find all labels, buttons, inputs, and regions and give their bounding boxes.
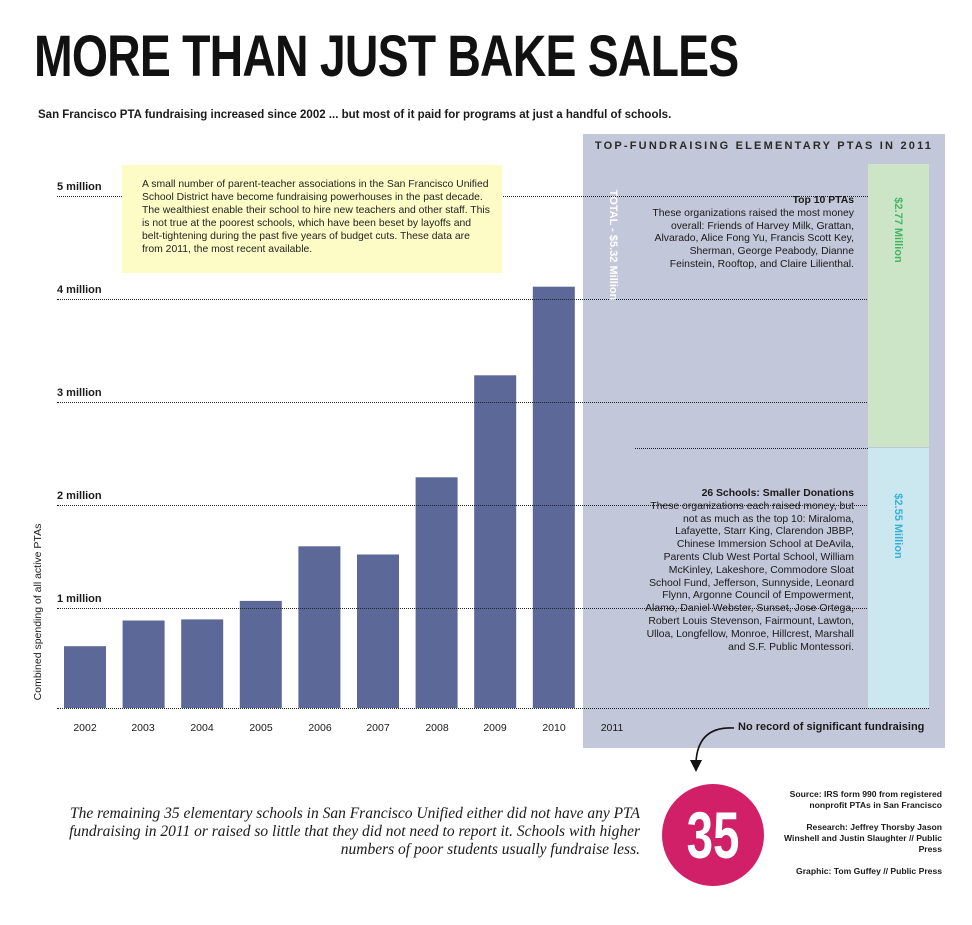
panel-title: TOP-FUNDRAISING ELEMENTARY PTAS IN 2011 [594, 140, 934, 152]
xtick-label-2010: 2010 [542, 722, 566, 734]
top10-amount-box [868, 164, 929, 447]
small26-amount-box [868, 448, 929, 708]
y-axis-title: Combined spending of all active PTAs [32, 523, 44, 701]
curved-arrow-icon [690, 727, 735, 772]
credit-graphic: Graphic: Tom Guffey // Public Press [796, 866, 942, 876]
xtick-label-2005: 2005 [249, 722, 273, 734]
ytick-line-3m [57, 402, 925, 403]
ytick-label-3m: 3 million [57, 387, 102, 399]
xtick-label-2002: 2002 [73, 722, 97, 734]
bar-2004 [181, 619, 224, 708]
panel-divider-line [635, 448, 928, 449]
xtick-label-2004: 2004 [190, 722, 214, 734]
ytick-line-4m [57, 299, 925, 300]
bar-2007 [357, 554, 399, 708]
xtick-label-2006: 2006 [308, 722, 332, 734]
xtick-label-2009: 2009 [483, 722, 507, 734]
ytick-label-2m: 2 million [57, 490, 102, 502]
intro-note: A small number of parent-teacher associa… [122, 165, 502, 273]
remaining-schools-text: The remaining 35 elementary schools in S… [69, 805, 640, 858]
small26-description: 26 Schools: Smaller Donations These orga… [644, 488, 854, 654]
bar-2008 [415, 477, 458, 708]
bar-2005 [239, 600, 282, 708]
top10-heading: Top 10 PTAs [792, 195, 854, 206]
bar-2009 [474, 375, 517, 708]
bar-2003 [122, 620, 165, 708]
total-label: TOTAL - $5.32 Million [607, 189, 619, 301]
xtick-label-2008: 2008 [425, 722, 449, 734]
bar-2010 [532, 286, 575, 708]
ytick-label-1m: 1 million [57, 593, 102, 605]
top10-description: Top 10 PTAs These organizations raised t… [644, 195, 854, 272]
xtick-label-2007: 2007 [366, 722, 390, 734]
top10-text: These organizations raised the most mone… [652, 207, 854, 270]
ytick-label-4m: 4 million [57, 284, 102, 296]
credits: Source: IRS form 990 from registered non… [770, 789, 942, 888]
remaining-count: 35 [686, 798, 740, 872]
xtick-label-2003: 2003 [131, 722, 155, 734]
bar-2002 [64, 646, 106, 708]
small26-heading: 26 Schools: Smaller Donations [701, 488, 854, 499]
ytick-line-2m [57, 505, 925, 506]
small26-amount: $2.55 Million [892, 493, 904, 559]
no-record-label: No record of significant fundraising [738, 721, 925, 733]
x-baseline [57, 708, 929, 709]
top10-amount: $2.77 Million [892, 197, 904, 263]
small26-text: These organizations each raised money, b… [645, 500, 854, 653]
remaining-count-circle: 35 [662, 784, 764, 886]
page-subtitle: San Francisco PTA fundraising increased … [38, 109, 672, 121]
ytick-line-1m [57, 608, 925, 609]
xtick-label-2011: 2011 [600, 722, 624, 734]
page-title: MORE THAN JUST BAKE SALES [34, 24, 739, 89]
credit-source: Source: IRS form 990 from registered non… [789, 789, 942, 810]
credit-research: Research: Jeffrey Thorsby Jason Winshell… [784, 822, 942, 854]
bar-2006 [298, 546, 341, 708]
ytick-label-5m: 5 million [57, 181, 102, 193]
